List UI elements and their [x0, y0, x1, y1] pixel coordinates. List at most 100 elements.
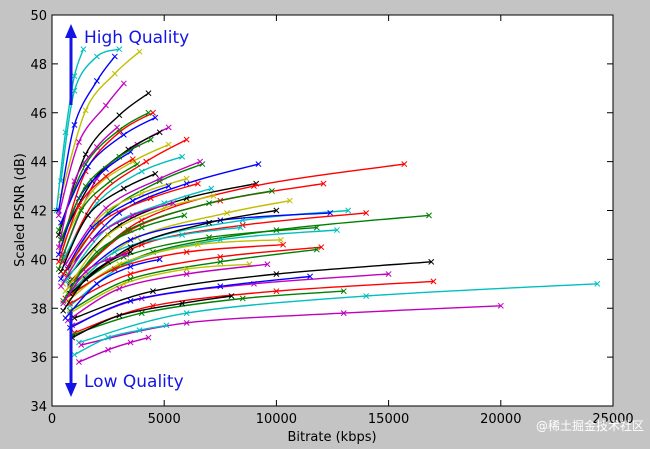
- data-point-marker: [320, 180, 327, 187]
- series-line-35: [74, 261, 432, 319]
- data-point-marker: [71, 178, 78, 185]
- data-point-marker: [401, 161, 408, 168]
- data-point-marker: [251, 183, 257, 190]
- data-point-marker: [165, 124, 172, 131]
- data-point-marker: [145, 90, 152, 97]
- data-point-marker: [107, 178, 114, 185]
- series-line-47: [62, 178, 187, 285]
- data-point-marker: [111, 70, 118, 77]
- data-point-marker: [55, 244, 62, 251]
- series-line-33: [69, 263, 250, 314]
- x-tick-label: 5000: [148, 412, 181, 427]
- data-point-marker: [82, 275, 89, 282]
- data-point-marker: [82, 183, 89, 190]
- data-point-marker: [208, 185, 215, 192]
- data-point-marker: [114, 124, 121, 131]
- data-point-marker: [98, 219, 105, 226]
- data-point-marker: [111, 53, 118, 60]
- data-point-marker: [58, 236, 64, 243]
- x-tick-label: 25000: [592, 412, 633, 427]
- series-line-42: [81, 305, 501, 346]
- y-tick-label: 44: [30, 156, 47, 171]
- data-point-marker: [55, 212, 62, 219]
- data-point-marker: [179, 300, 186, 307]
- y-tick-label: 36: [30, 351, 47, 366]
- data-point-marker: [84, 212, 91, 219]
- data-point-marker: [345, 207, 352, 214]
- data-point-marker: [340, 288, 347, 295]
- data-point-marker: [84, 163, 91, 170]
- data-point-marker: [105, 231, 112, 238]
- data-point-marker: [116, 261, 123, 268]
- data-point-marker: [66, 300, 73, 307]
- series-line-56: [62, 182, 199, 275]
- series-line-15: [64, 160, 201, 265]
- data-point-marker: [60, 307, 67, 314]
- data-point-marker: [120, 280, 127, 287]
- data-point-marker: [181, 212, 188, 219]
- series-line-30: [65, 244, 284, 300]
- series-line-40: [71, 295, 232, 339]
- data-point-marker: [206, 219, 213, 226]
- x-tick-label: 20000: [480, 412, 521, 427]
- series-line-59: [60, 138, 152, 241]
- data-point-marker: [273, 271, 280, 277]
- data-point-marker: [497, 302, 504, 309]
- data-point-marker: [156, 175, 163, 182]
- data-point-marker: [327, 209, 334, 216]
- data-point-marker: [127, 297, 134, 304]
- data-point-marker: [71, 87, 78, 94]
- data-point-marker: [313, 246, 320, 253]
- data-point-marker: [134, 161, 141, 168]
- data-point-marker: [273, 288, 280, 295]
- data-point-marker: [71, 351, 78, 358]
- data-point-marker: [75, 359, 82, 365]
- data-point-marker: [105, 346, 112, 353]
- data-point-marker: [217, 236, 224, 243]
- data-point-marker: [228, 293, 235, 299]
- data-point-marker: [116, 112, 123, 119]
- data-point-marker: [116, 312, 123, 319]
- series-line-31: [69, 246, 322, 305]
- data-point-marker: [62, 129, 69, 136]
- series-line-9: [60, 116, 156, 224]
- series-line-50: [58, 126, 118, 248]
- data-point-marker: [426, 212, 432, 219]
- data-point-marker: [127, 339, 134, 346]
- data-point-marker: [58, 219, 64, 226]
- data-point-marker: [60, 300, 67, 307]
- series-line-23: [69, 212, 331, 287]
- data-point-marker: [210, 192, 217, 199]
- series-line-39: [71, 290, 344, 336]
- data-point-marker: [334, 227, 340, 234]
- series-line-20: [69, 190, 273, 282]
- series-line-0: [60, 48, 120, 182]
- data-point-marker: [127, 244, 134, 251]
- data-point-marker: [120, 80, 127, 87]
- data-point-marker: [313, 224, 320, 231]
- data-point-marker: [55, 227, 62, 234]
- series-line-61: [64, 258, 160, 319]
- data-point-marker: [93, 195, 100, 202]
- data-point-marker: [340, 310, 347, 317]
- data-point-marker: [594, 280, 601, 287]
- data-point-marker: [165, 183, 172, 190]
- series-line-48: [58, 163, 138, 270]
- data-point-marker: [280, 241, 287, 248]
- data-point-marker: [78, 341, 85, 348]
- data-point-marker: [62, 315, 69, 321]
- data-point-marker: [60, 297, 67, 304]
- data-point-marker: [152, 114, 159, 121]
- series-line-34: [67, 263, 268, 322]
- data-point-marker: [138, 168, 145, 175]
- tick-layer: 0 5000 10000 15000 20000 25000 34 36 38 40 42 44 46 4…: [30, 9, 633, 427]
- series-line-12: [60, 143, 170, 248]
- series-line-43: [74, 324, 167, 356]
- series-line-3: [58, 56, 116, 211]
- series-line-51: [60, 173, 156, 272]
- data-point-marker: [129, 212, 136, 219]
- data-point-marker: [120, 185, 127, 192]
- data-point-marker: [127, 263, 134, 270]
